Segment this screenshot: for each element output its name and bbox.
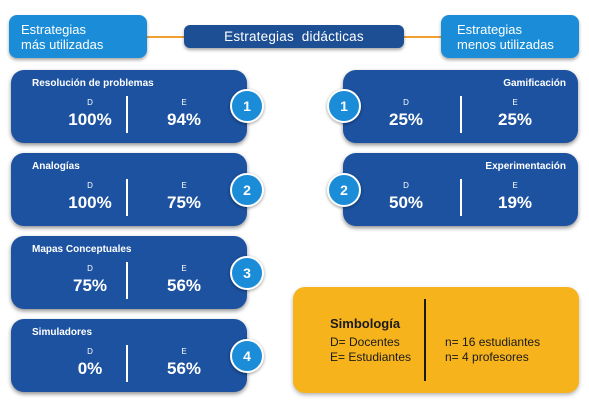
estudiantes-value: 75% xyxy=(166,193,202,212)
card-mas-3: Mapas Conceptuales D 75% E 56% xyxy=(11,236,247,309)
estudiantes-label: E xyxy=(512,98,518,107)
card-divider xyxy=(460,96,462,133)
estudiantes-column: E 25% xyxy=(465,98,565,131)
docentes-value: 100% xyxy=(68,193,112,212)
header-menos-utilizadas-line2: menos utilizadas xyxy=(457,36,554,52)
legend-n-estudiantes: n= 16 estudiantes xyxy=(445,335,541,349)
legend-n-profesores: n= 4 profesores xyxy=(445,350,529,364)
estudiantes-column: E 56% xyxy=(134,264,234,297)
card-menos-2: Experimentación D 50% E 19% xyxy=(343,153,578,226)
card-title: Experimentación xyxy=(485,161,566,172)
card-divider xyxy=(126,96,128,133)
docentes-column: D 25% xyxy=(356,98,456,131)
card-mas-4: Simuladores D 0% E 56% xyxy=(11,319,247,392)
card-title: Mapas Conceptuales xyxy=(32,244,132,255)
docentes-label: D xyxy=(87,264,93,273)
card-title: Analogías xyxy=(32,161,80,172)
header-mas-utilizadas-line2: más utilizadas xyxy=(21,36,104,52)
rank-badge-menos-2: 2 xyxy=(327,173,361,207)
card-mas-1: Resolución de problemas D 100% E 94% xyxy=(11,70,247,143)
rank-badge-mas-1: 1 xyxy=(230,89,264,123)
estudiantes-value: 25% xyxy=(497,110,533,129)
docentes-column: D 75% xyxy=(40,264,140,297)
card-divider xyxy=(126,262,128,299)
estudiantes-label: E xyxy=(181,181,187,190)
docentes-column: D 100% xyxy=(40,98,140,131)
docentes-column: D 100% xyxy=(40,181,140,214)
estudiantes-column: E 56% xyxy=(134,347,234,380)
header-estrategias-didacticas: Estrategias didácticas xyxy=(184,25,404,48)
card-menos-1: Gamificación D 25% E 25% xyxy=(343,70,578,143)
card-divider xyxy=(126,345,128,382)
card-title: Gamificación xyxy=(503,78,566,89)
docentes-column: D 50% xyxy=(356,181,456,214)
estudiantes-label: E xyxy=(181,347,187,356)
legend-box: Simbología D= Docentes E= Estudiantes n=… xyxy=(293,287,579,393)
header-center-label: Estrategias didácticas xyxy=(224,29,364,44)
docentes-label: D xyxy=(87,347,93,356)
legend-divider xyxy=(424,299,426,381)
header-mas-utilizadas: Estrategias más utilizadas xyxy=(9,15,147,58)
docentes-label: D xyxy=(403,181,409,190)
estudiantes-label: E xyxy=(181,264,187,273)
card-mas-2: Analogías D 100% E 75% xyxy=(11,153,247,226)
estudiantes-column: E 94% xyxy=(134,98,234,131)
header-connector-right xyxy=(404,36,441,38)
card-title: Simuladores xyxy=(32,327,93,338)
legend-title: Simbología xyxy=(330,316,401,331)
header-connector-left xyxy=(147,36,184,38)
card-divider xyxy=(460,179,462,216)
estudiantes-label: E xyxy=(181,98,187,107)
docentes-value: 0% xyxy=(77,359,103,378)
card-divider xyxy=(126,179,128,216)
docentes-value: 100% xyxy=(68,110,112,129)
rank-badge-mas-3: 3 xyxy=(230,256,264,290)
estudiantes-value: 94% xyxy=(166,110,202,129)
legend-estudiantes: E= Estudiantes xyxy=(330,350,412,364)
rank-badge-menos-1: 1 xyxy=(327,89,361,123)
rank-badge-mas-2: 2 xyxy=(230,173,264,207)
header-menos-utilizadas-line1: Estrategias xyxy=(457,21,523,37)
docentes-label: D xyxy=(87,98,93,107)
card-title: Resolución de problemas xyxy=(32,78,154,89)
estudiantes-label: E xyxy=(512,181,518,190)
docentes-label: D xyxy=(87,181,93,190)
docentes-column: D 0% xyxy=(40,347,140,380)
docentes-value: 50% xyxy=(388,193,424,212)
header-mas-utilizadas-line1: Estrategias xyxy=(21,21,87,37)
estudiantes-value: 56% xyxy=(166,276,202,295)
legend-docentes: D= Docentes xyxy=(330,335,400,349)
rank-badge-mas-4: 4 xyxy=(230,339,264,373)
header-menos-utilizadas: Estrategias menos utilizadas xyxy=(441,15,579,58)
estudiantes-value: 56% xyxy=(166,359,202,378)
docentes-label: D xyxy=(403,98,409,107)
docentes-value: 75% xyxy=(72,276,108,295)
estudiantes-column: E 19% xyxy=(465,181,565,214)
docentes-value: 25% xyxy=(388,110,424,129)
estudiantes-column: E 75% xyxy=(134,181,234,214)
estudiantes-value: 19% xyxy=(497,193,533,212)
